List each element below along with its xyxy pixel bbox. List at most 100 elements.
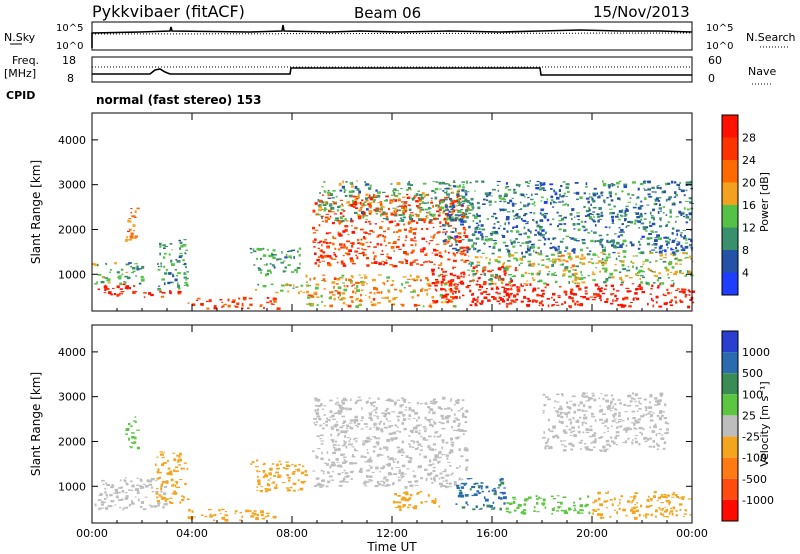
- power-cell: [438, 208, 442, 211]
- velocity-cell: [430, 448, 433, 451]
- power-cell: [591, 273, 596, 276]
- velocity-cell: [425, 479, 428, 482]
- power-cell: [550, 201, 552, 205]
- velocity-cell: [379, 420, 383, 423]
- power-cell: [514, 252, 518, 254]
- power-cell: [671, 266, 675, 269]
- power-cell: [627, 266, 630, 268]
- power-cell: [671, 251, 676, 254]
- velocity-cell: [498, 496, 501, 500]
- velocity-cell: [456, 419, 460, 421]
- velocity-cell: [665, 499, 670, 503]
- power-cell: [342, 210, 346, 212]
- power-cell: [528, 264, 532, 267]
- power-cell: [513, 257, 518, 260]
- velocity-cell: [344, 460, 348, 463]
- velocity-cell: [582, 392, 585, 395]
- velocity-cell: [588, 511, 591, 515]
- power-cell: [480, 224, 484, 227]
- power-cell: [324, 219, 328, 223]
- velocity-cell: [256, 459, 259, 462]
- power-cell: [355, 297, 359, 300]
- power-cell: [607, 241, 611, 244]
- velocity-cell: [571, 430, 576, 432]
- power-cell: [584, 215, 588, 217]
- velocity-cell: [449, 449, 454, 451]
- power-cell: [172, 273, 174, 276]
- power-cell: [450, 296, 454, 298]
- power-cell: [545, 255, 549, 258]
- velocity-cell: [391, 411, 396, 413]
- velocity-cell: [560, 415, 564, 419]
- power-cell: [262, 284, 267, 288]
- velocity-cell: [341, 425, 345, 427]
- power-cell: [609, 208, 613, 210]
- power-cell: [356, 256, 359, 260]
- power-cell: [513, 191, 517, 194]
- power-cell: [506, 288, 510, 291]
- power-cell: [452, 305, 455, 308]
- velocity-cell: [402, 504, 406, 507]
- power-cell: [311, 303, 313, 306]
- power-cell: [590, 239, 594, 243]
- power-cell: [141, 278, 144, 280]
- power-cell: [583, 192, 586, 195]
- power-cell: [103, 292, 107, 294]
- power-cell: [454, 235, 458, 238]
- power-cell: [423, 195, 426, 199]
- velocity-cell: [499, 478, 502, 482]
- power-cell: [508, 274, 512, 276]
- power-cell: [488, 192, 492, 195]
- velocity-cell: [399, 404, 403, 408]
- velocity-cell: [663, 495, 667, 499]
- velocity-cell: [337, 444, 341, 446]
- power-cell: [653, 218, 655, 221]
- power-cell: [470, 280, 474, 282]
- power-cell: [436, 210, 440, 213]
- velocity-cell: [260, 514, 264, 517]
- power-cell: [322, 251, 326, 254]
- power-cell: [349, 257, 354, 260]
- power-cell: [404, 258, 407, 261]
- velocity-cell: [553, 400, 557, 402]
- power-cell: [135, 275, 137, 277]
- velocity-cell: [417, 443, 422, 446]
- power-cell: [416, 278, 419, 281]
- power-cell: [381, 221, 384, 223]
- power-cell: [421, 228, 424, 231]
- velocity-region: [505, 495, 591, 515]
- velocity-cell: [300, 471, 305, 475]
- power-cell: [604, 246, 606, 249]
- power-cell: [456, 214, 461, 216]
- power-cell: [159, 245, 162, 248]
- velocity-cell: [465, 466, 469, 469]
- power-cell: [454, 295, 458, 299]
- velocity-cell: [478, 508, 483, 510]
- power-cell: [423, 202, 427, 205]
- power-cell: [665, 236, 670, 239]
- velocity-cell: [177, 459, 180, 463]
- velocity-cell: [451, 472, 454, 474]
- power-cell: [490, 275, 494, 278]
- power-cell: [565, 235, 570, 238]
- velocity-cell: [341, 415, 346, 418]
- power-cell: [472, 214, 476, 217]
- velocity-cell: [579, 504, 584, 508]
- power-cell: [455, 249, 460, 251]
- power-cell: [392, 283, 395, 285]
- power-cell: [121, 273, 124, 276]
- power-cell: [318, 256, 321, 258]
- velocity-cell: [568, 407, 572, 410]
- power-cell: [410, 244, 414, 246]
- power-cell: [515, 213, 519, 217]
- power-cell: [510, 254, 515, 257]
- velocity-cell: [596, 513, 600, 516]
- velocity-cell: [269, 469, 273, 471]
- velocity-cell: [165, 498, 169, 501]
- power-cell: [564, 203, 567, 205]
- power-cell: [645, 230, 648, 232]
- power-cell: [382, 213, 386, 215]
- velocity-cell: [155, 490, 159, 494]
- velocity-cell: [129, 446, 131, 448]
- power-cell: [515, 267, 517, 269]
